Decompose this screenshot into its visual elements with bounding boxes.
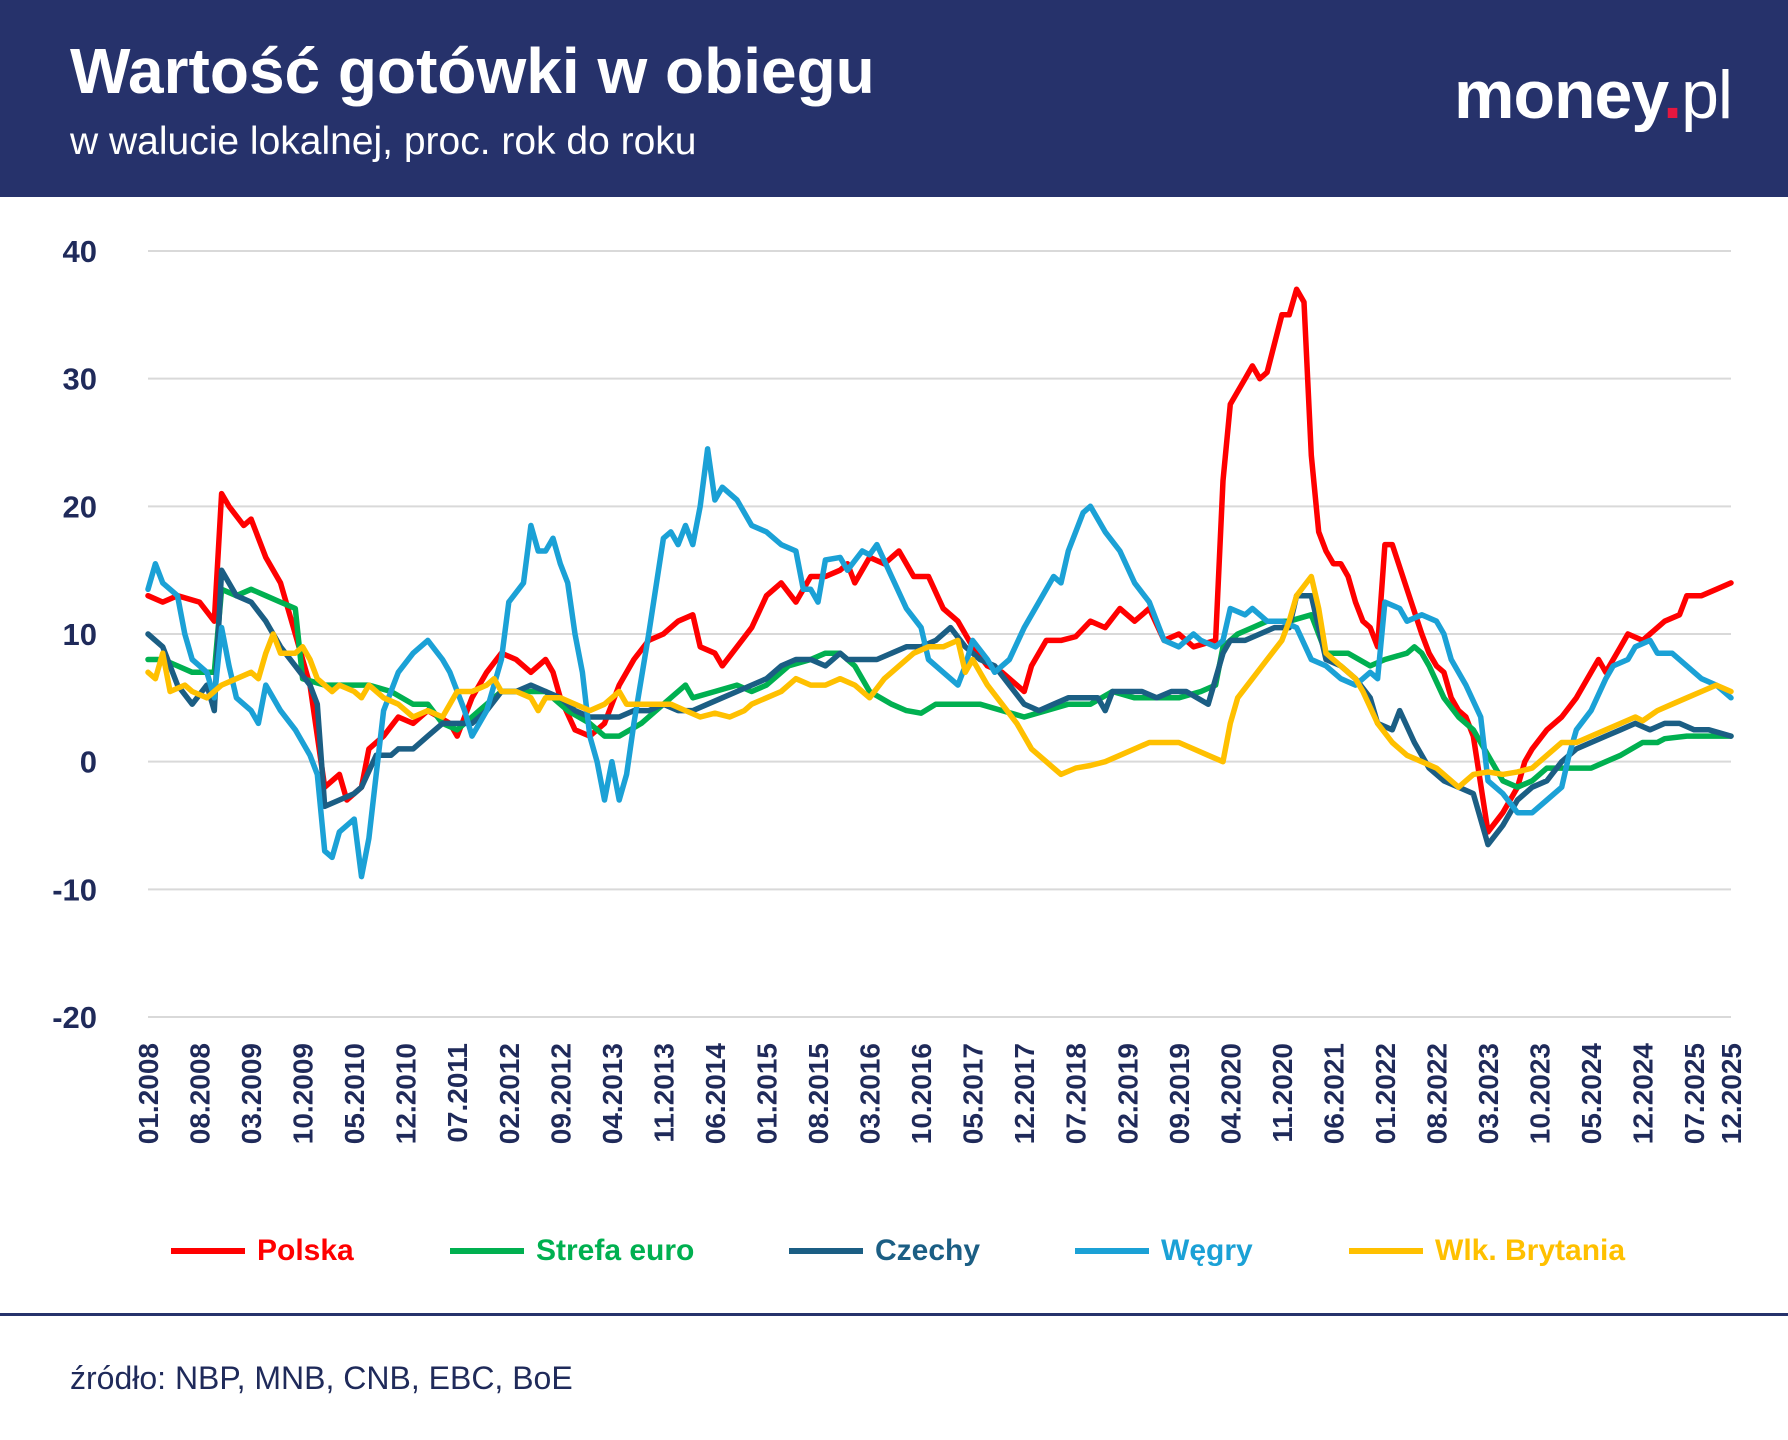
x-tick-label: 01.2008	[133, 1043, 164, 1144]
legend-item: Strefa euro	[450, 1234, 694, 1268]
legend-label: Czechy	[875, 1234, 981, 1267]
x-tick-label: 12.2024	[1628, 1043, 1659, 1145]
x-tick-label: 07.2011	[442, 1043, 473, 1143]
series-line-polska	[145, 286, 1734, 835]
chart-subtitle: w walucie lokalnej, proc. rok do roku	[70, 120, 697, 163]
legend-swatch	[1075, 1248, 1149, 1254]
legend-swatch	[450, 1248, 524, 1254]
y-tick-label: 20	[63, 489, 97, 524]
x-tick-label: 11.2020	[1267, 1043, 1298, 1143]
x-tick-label: 06.2014	[700, 1043, 731, 1145]
series-line-wlk-brytania	[145, 573, 1734, 790]
y-tick-label: 40	[63, 234, 97, 269]
legend-label: Strefa euro	[536, 1234, 695, 1267]
x-tick-label: 02.2012	[494, 1043, 525, 1144]
legend-swatch	[171, 1248, 245, 1254]
legend-label: Wlk. Brytania	[1435, 1234, 1626, 1267]
legend-item: Wlk. Brytania	[1349, 1234, 1625, 1268]
legend-swatch	[1349, 1248, 1423, 1254]
x-tick-label: 08.2015	[803, 1043, 834, 1144]
x-tick-label: 08.2008	[185, 1043, 216, 1144]
x-tick-label: 10.2009	[288, 1043, 319, 1144]
x-tick-label: 07.2025	[1679, 1043, 1710, 1144]
x-tick-label: 05.2024	[1576, 1043, 1607, 1145]
x-tick-label: 09.2012	[545, 1043, 576, 1144]
divider	[0, 1313, 1788, 1316]
x-tick-label: 02.2019	[1112, 1043, 1143, 1144]
x-tick-label: 04.2020	[1215, 1043, 1246, 1144]
legend-item: Czechy	[789, 1234, 980, 1268]
legend-item: Polska	[171, 1234, 354, 1268]
x-tick-label: 03.2023	[1473, 1043, 1504, 1144]
y-tick-label: 10	[63, 617, 97, 652]
x-tick-label: 08.2022	[1421, 1043, 1452, 1144]
x-tick-label: 05.2010	[339, 1043, 370, 1144]
x-tick-label: 12.2010	[391, 1043, 422, 1144]
x-tick-label: 10.2023	[1525, 1043, 1556, 1144]
x-tick-label: 03.2016	[855, 1043, 886, 1144]
x-tick-label: 12.2025	[1716, 1043, 1747, 1144]
chart-title: Wartość gotówki w obiegu	[70, 35, 875, 107]
x-tick-label: 11.2013	[648, 1043, 679, 1143]
x-tick-label: 12.2017	[1009, 1043, 1040, 1144]
source-note: źródło: NBP, MNB, CNB, EBC, BoE	[70, 1360, 573, 1396]
header: Wartość gotówki w obiegu w walucie lokal…	[0, 0, 1788, 197]
money-pl-logo: money.pl	[1454, 57, 1733, 133]
series-line-węgry	[145, 446, 1734, 880]
x-tick-label: 04.2013	[597, 1043, 628, 1144]
x-tick-label: 03.2009	[236, 1043, 267, 1144]
x-tick-label: 10.2016	[906, 1043, 937, 1144]
y-tick-label: -10	[52, 872, 97, 907]
x-tick-label: 09.2019	[1164, 1043, 1195, 1144]
legend-label: Węgry	[1161, 1234, 1253, 1267]
x-tick-label: 01.2022	[1370, 1043, 1401, 1144]
y-tick-label: 0	[80, 745, 97, 780]
y-tick-label: -20	[52, 1000, 97, 1035]
x-tick-label: 05.2017	[958, 1043, 989, 1144]
legend-item: Węgry	[1075, 1234, 1253, 1268]
legend-swatch	[789, 1248, 863, 1254]
x-tick-label: 07.2018	[1061, 1043, 1092, 1144]
y-tick-label: 30	[63, 362, 97, 397]
x-tick-label: 06.2021	[1318, 1043, 1349, 1144]
legend-label: Polska	[257, 1234, 354, 1267]
x-tick-label: 01.2015	[751, 1043, 782, 1144]
line-chart: 40 30 20 10 0 -10 -20 01.2008 08.2008 03.2009 10.2…	[52, 234, 1747, 1145]
